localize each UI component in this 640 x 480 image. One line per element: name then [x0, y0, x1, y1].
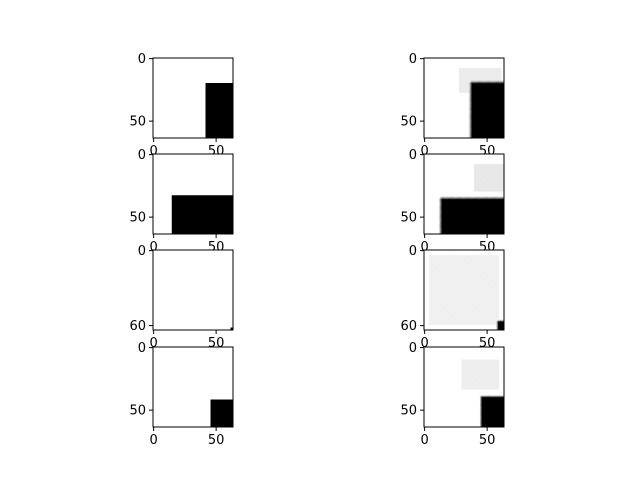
y-tick-label: 0 — [409, 244, 417, 259]
y-tick-label: 50 — [400, 404, 417, 419]
axes-frame — [152, 153, 234, 235]
axes-frame — [423, 346, 505, 428]
axes-frame — [423, 249, 505, 331]
axes-frame — [152, 57, 234, 139]
y-tick-label: 50 — [400, 115, 417, 130]
x-tick-label: 0 — [420, 144, 428, 159]
axes-frame — [423, 57, 505, 139]
y-tick-label: 50 — [129, 404, 146, 419]
x-tick-label: 0 — [149, 240, 157, 255]
mask-region — [210, 399, 233, 427]
x-tick-label: 0 — [149, 433, 157, 448]
y-tick-label: 0 — [138, 52, 146, 67]
mask-region — [230, 327, 233, 330]
y-tick-label: 50 — [129, 115, 146, 130]
x-tick-label: 0 — [420, 433, 428, 448]
prediction-image — [424, 347, 504, 427]
x-tick-label: 0 — [420, 240, 428, 255]
image-background — [153, 250, 233, 330]
axes-frame — [423, 153, 505, 235]
x-tick-label: 50 — [479, 433, 496, 448]
y-tick-label: 0 — [409, 148, 417, 163]
x-tick-label: 50 — [208, 433, 225, 448]
y-tick-label: 60 — [129, 319, 146, 334]
x-tick-label: 0 — [420, 336, 428, 351]
y-tick-label: 0 — [409, 52, 417, 67]
y-tick-label: 50 — [129, 211, 146, 226]
y-tick-label: 0 — [138, 341, 146, 356]
prediction-image — [424, 250, 504, 330]
prediction-image — [424, 154, 504, 234]
axes-frame — [152, 249, 234, 331]
axes-frame — [152, 346, 234, 428]
y-tick-label: 50 — [400, 211, 417, 226]
x-tick-label: 0 — [149, 336, 157, 351]
y-tick-label: 60 — [400, 319, 417, 334]
y-tick-label: 0 — [409, 341, 417, 356]
y-tick-label: 0 — [138, 148, 146, 163]
mask-region — [171, 195, 233, 234]
x-tick-label: 0 — [149, 144, 157, 159]
mask-region — [205, 83, 233, 138]
y-tick-label: 0 — [138, 244, 146, 259]
prediction-image — [424, 58, 504, 138]
